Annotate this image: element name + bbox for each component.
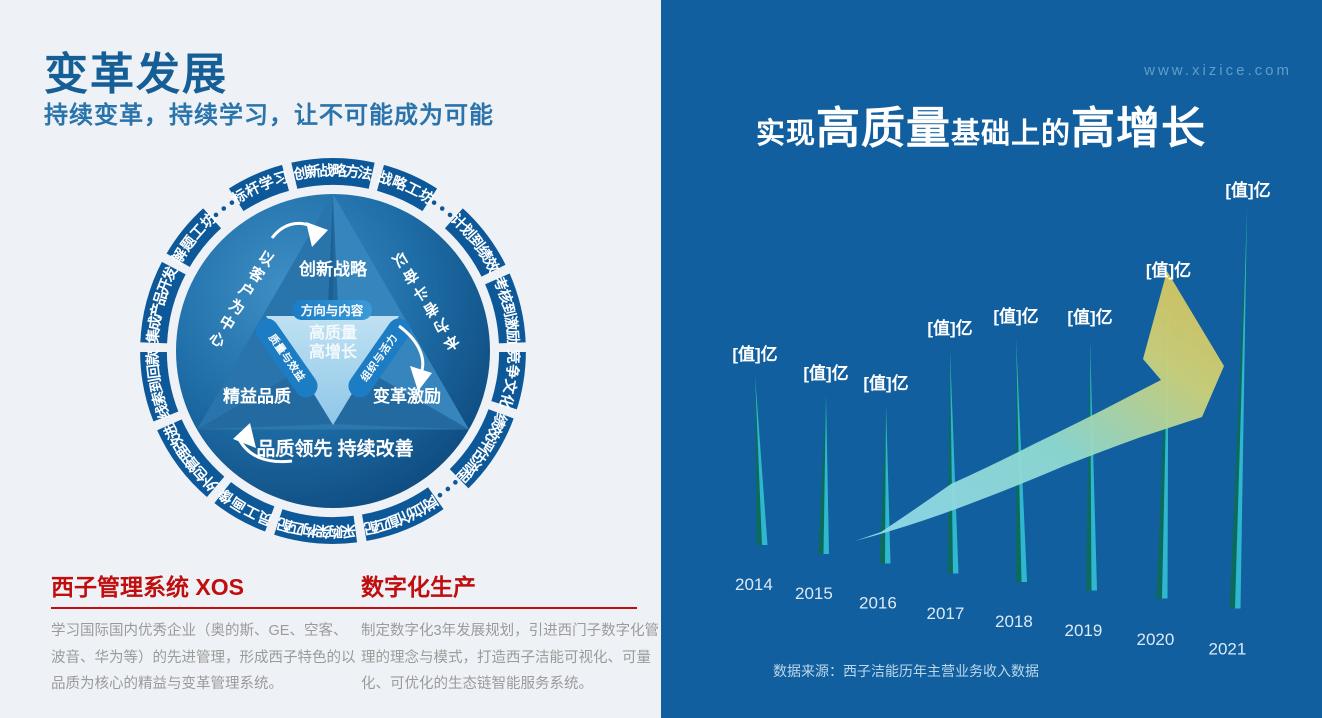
svg-text:精益品质: 精益品质 xyxy=(223,386,291,406)
svg-text:高增长: 高增长 xyxy=(309,342,358,361)
svg-text:[值]亿: [值]亿 xyxy=(1067,307,1112,327)
svg-text:[值]亿: [值]亿 xyxy=(863,373,908,393)
svg-text:2021: 2021 xyxy=(1209,640,1247,659)
svg-text:[值]亿: [值]亿 xyxy=(803,363,848,383)
svg-text:变革激励: 变革激励 xyxy=(373,386,441,406)
svg-text:[值]亿: [值]亿 xyxy=(993,306,1038,326)
svg-text:高质量: 高质量 xyxy=(309,323,357,342)
svg-text:2014: 2014 xyxy=(735,575,773,594)
svg-text:[值]亿: [值]亿 xyxy=(732,344,777,364)
svg-text:2017: 2017 xyxy=(927,604,965,623)
svg-text:款: 款 xyxy=(143,350,162,366)
svg-text:竞: 竞 xyxy=(504,349,522,365)
svg-text:2019: 2019 xyxy=(1065,621,1103,640)
svg-text:2015: 2015 xyxy=(795,584,833,603)
svg-text:2018: 2018 xyxy=(995,612,1033,631)
svg-text:[值]亿: [值]亿 xyxy=(927,318,972,338)
svg-text:品质领先 持续改善: 品质领先 持续改善 xyxy=(256,437,413,460)
svg-text:方向与内容: 方向与内容 xyxy=(301,303,364,318)
svg-text:励: 励 xyxy=(503,329,521,345)
svg-text:数据来源：西子洁能历年主营业务收入数据: 数据来源：西子洁能历年主营业务收入数据 xyxy=(773,663,1039,679)
svg-text:创新战略: 创新战略 xyxy=(298,259,368,279)
svg-text:[值]亿: [值]亿 xyxy=(1225,180,1270,200)
svg-text:2020: 2020 xyxy=(1137,630,1175,649)
svg-text:2016: 2016 xyxy=(859,594,897,613)
svg-text:[值]亿: [值]亿 xyxy=(1146,260,1191,280)
